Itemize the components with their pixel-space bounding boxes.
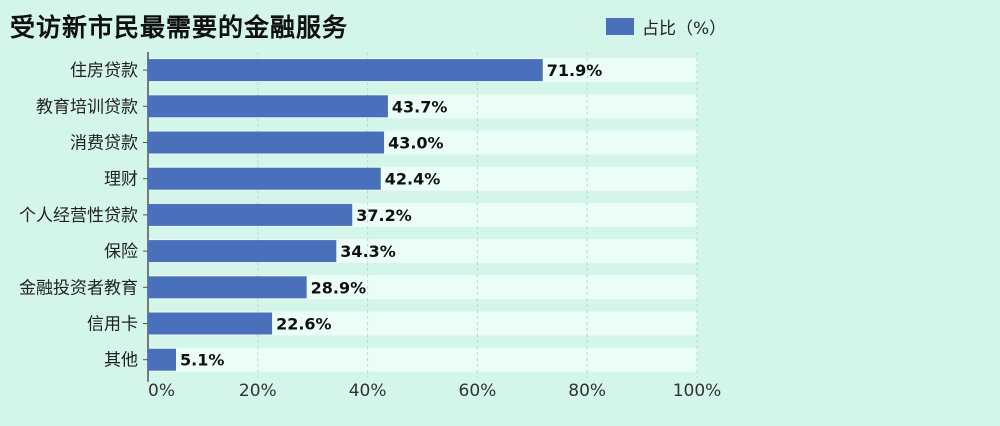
x-tick-label: 60% — [459, 381, 497, 401]
category-label: 保险 — [104, 242, 138, 262]
bar — [148, 167, 381, 190]
x-tick-label: 80% — [568, 381, 606, 401]
x-tick-label: 20% — [239, 381, 277, 401]
bar — [148, 312, 273, 335]
category-label: 教育培训贷款 — [36, 97, 138, 117]
bar — [148, 348, 176, 371]
value-label: 34.3% — [340, 242, 396, 261]
value-label: 43.7% — [392, 97, 448, 116]
x-tick-label: 0% — [148, 381, 175, 401]
value-label: 37.2% — [356, 206, 412, 225]
value-label: 5.1% — [180, 351, 224, 370]
category-label: 理财 — [104, 170, 138, 190]
bar — [148, 59, 543, 82]
legend-swatch — [606, 18, 634, 35]
value-label: 71.9% — [547, 61, 603, 80]
bar — [148, 203, 353, 226]
category-label: 信用卡 — [87, 315, 138, 335]
category-label: 个人经营性贷款 — [19, 206, 138, 226]
bar — [148, 240, 337, 263]
legend-label: 占比（%） — [642, 19, 727, 39]
bar — [148, 95, 388, 118]
category-label: 住房贷款 — [70, 61, 138, 81]
x-tick-label: 40% — [349, 381, 387, 401]
value-label: 42.4% — [385, 170, 441, 189]
value-label: 22.6% — [276, 315, 332, 334]
bar — [148, 276, 307, 299]
category-label: 其他 — [104, 351, 138, 371]
value-label: 43.0% — [388, 134, 444, 153]
legend: 占比（%） — [606, 14, 726, 39]
category-label: 消费贷款 — [70, 134, 138, 154]
row-band — [148, 347, 697, 372]
value-label: 28.9% — [311, 278, 367, 297]
x-tick-label: 100% — [673, 381, 722, 401]
category-label: 金融投资者教育 — [19, 278, 138, 298]
chart-title: 受访新市民最需要的金融服务 — [10, 13, 349, 42]
bar — [148, 131, 385, 154]
